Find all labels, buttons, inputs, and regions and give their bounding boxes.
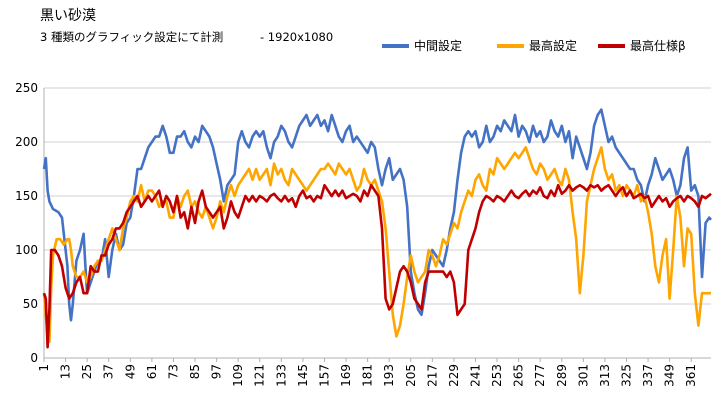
x-tick-label: 121 xyxy=(253,364,267,387)
x-axis-ticks: 1 13 25 37 49 61 73 85 97 109 121 133 145 157 169 181 19… xyxy=(37,358,698,387)
legend-label-1: 最高設定 xyxy=(529,38,577,53)
x-tick-label: 325 xyxy=(620,364,634,387)
gridlines xyxy=(44,87,711,359)
x-tick-label: 229 xyxy=(447,364,461,387)
series-line-2 xyxy=(42,183,712,349)
y-tick-label: 100 xyxy=(15,243,38,257)
x-tick-label: 61 xyxy=(145,364,159,379)
chart-resolution-note: - 1920x1080 xyxy=(260,30,333,44)
x-tick-label: 313 xyxy=(598,364,612,387)
chart-title: 黒い砂漠 xyxy=(40,8,96,24)
y-tick-label: 150 xyxy=(15,189,38,203)
x-tick-label: 133 xyxy=(274,364,288,387)
x-tick-label: 265 xyxy=(512,364,526,387)
y-axis-ticks: 0 50 100 150 200 250 xyxy=(15,81,38,365)
y-tick-label: 250 xyxy=(15,81,38,95)
x-tick-label: 49 xyxy=(123,364,137,379)
chart-legend: 中間設定 最高設定 最高仕様β xyxy=(382,38,686,53)
x-tick-label: 301 xyxy=(576,364,590,387)
x-tick-label: 85 xyxy=(188,364,202,379)
x-tick-label: 289 xyxy=(555,364,569,387)
x-tick-label: 25 xyxy=(80,364,94,379)
x-tick-label: 205 xyxy=(404,364,418,387)
x-tick-label: 169 xyxy=(339,364,353,387)
x-tick-label: 253 xyxy=(490,364,504,387)
y-tick-label: 200 xyxy=(15,135,38,149)
y-tick-label: 0 xyxy=(30,351,38,365)
x-tick-label: 1 xyxy=(37,364,51,372)
x-tick-label: 97 xyxy=(210,364,224,379)
series-lines xyxy=(42,108,713,349)
x-tick-label: 37 xyxy=(102,364,116,379)
y-tick-label: 50 xyxy=(23,297,38,311)
x-tick-label: 193 xyxy=(382,364,396,387)
legend-label-2: 最高仕様β xyxy=(630,38,686,53)
legend-label-0: 中間設定 xyxy=(414,38,462,53)
plot-frame xyxy=(43,88,711,359)
chart-subtitle: 3 種類のグラフィック設定にて計測 xyxy=(40,30,223,44)
x-tick-label: 349 xyxy=(663,364,677,387)
x-tick-label: 181 xyxy=(361,364,375,387)
x-tick-label: 145 xyxy=(296,364,310,387)
x-tick-label: 277 xyxy=(533,364,547,387)
x-tick-label: 217 xyxy=(425,364,439,387)
series-line-1 xyxy=(42,146,711,344)
x-tick-label: 241 xyxy=(468,364,482,387)
x-tick-label: 109 xyxy=(231,364,245,387)
x-tick-label: 361 xyxy=(684,364,698,387)
x-tick-label: 337 xyxy=(641,364,655,387)
x-tick-label: 13 xyxy=(59,364,73,379)
x-tick-label: 73 xyxy=(166,364,180,379)
x-tick-label: 157 xyxy=(317,364,331,387)
series-line-0 xyxy=(42,108,713,322)
